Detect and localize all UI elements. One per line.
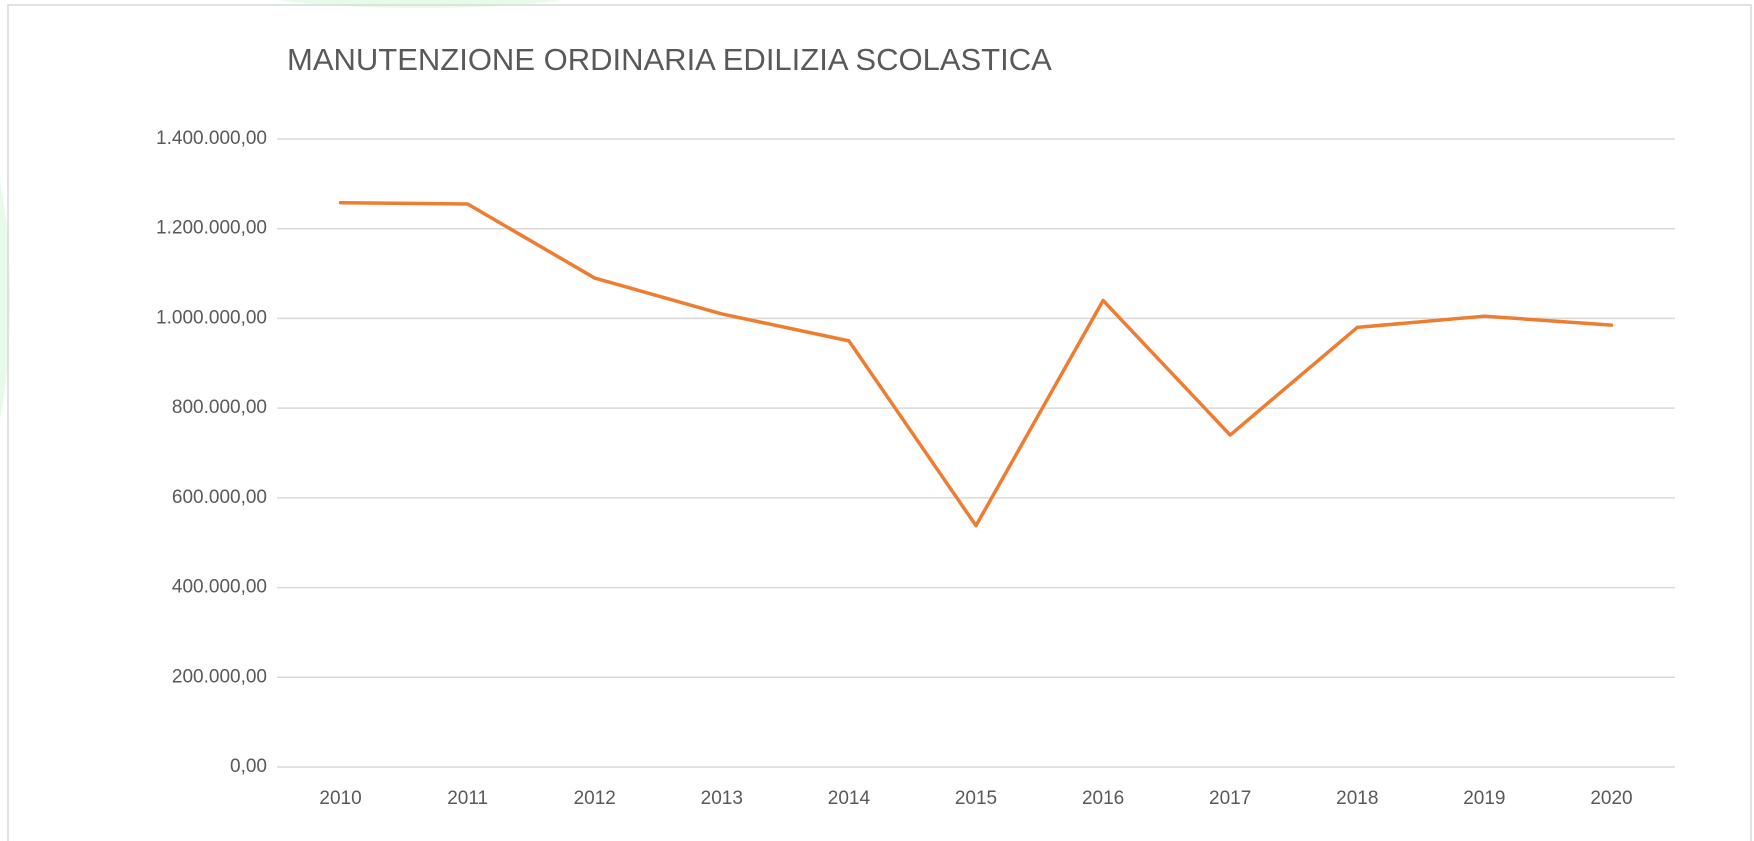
chart-title: MANUTENZIONE ORDINARIA EDILIZIA SCOLASTI… [287, 42, 1052, 77]
chart-border [7, 4, 1752, 841]
x-tick-label: 2020 [1590, 788, 1632, 809]
x-tick-label: 2010 [319, 788, 361, 809]
x-tick-label: 2017 [1209, 788, 1251, 809]
y-tick-label: 1.400.000,00 [156, 128, 267, 149]
line-series [338, 200, 1614, 528]
x-tick-label: 2019 [1463, 788, 1505, 809]
y-tick-label: 1.000.000,00 [156, 307, 267, 328]
x-tick-label: 2014 [828, 788, 871, 809]
x-tick-label: 2012 [574, 788, 616, 809]
x-tick-label: 2013 [701, 788, 743, 809]
x-tick-label: 2015 [955, 788, 997, 809]
x-tick-label: 2016 [1082, 788, 1124, 809]
y-tick-label: 800.000,00 [172, 397, 267, 418]
y-tick-label: 200.000,00 [172, 666, 267, 687]
y-tick-label: 0,00 [230, 756, 267, 777]
y-tick-label: 400.000,00 [172, 577, 267, 598]
decoration [278, 0, 562, 8]
y-tick-label: 1.200.000,00 [156, 218, 267, 239]
x-tick-label: 2018 [1336, 788, 1378, 809]
x-tick-label: 2011 [447, 788, 488, 809]
y-tick-label: 600.000,00 [172, 487, 267, 508]
